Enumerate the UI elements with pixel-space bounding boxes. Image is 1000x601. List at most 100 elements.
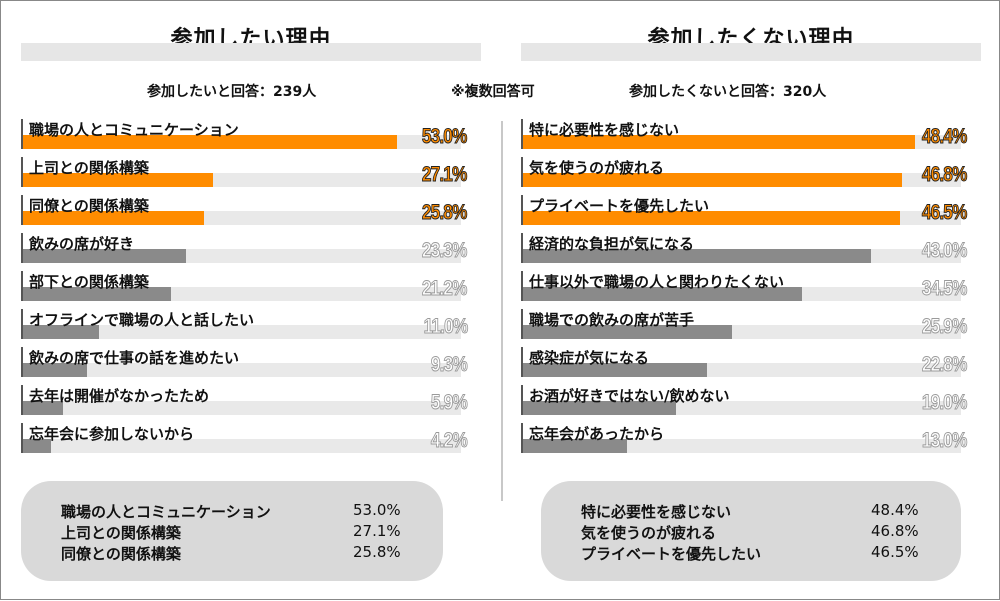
category-label: 気を使うのが疲れる — [529, 159, 665, 177]
category-label: 感染症が気になる — [529, 349, 650, 367]
category-label: 去年は開催がなかったため — [29, 387, 210, 405]
data-label: 25.9% — [922, 315, 968, 339]
bar-tick — [21, 195, 23, 225]
bar-row: 職場での飲みの席が苦手 25.9% — [521, 305, 981, 343]
category-label: 経済的な負担が気になる — [529, 235, 695, 253]
bar-list: 特に必要性を感じない 48.4% 気を使うのが疲れる 46.8% プライベートを優先した… — [521, 115, 981, 457]
bar — [21, 363, 87, 377]
panel-divider — [501, 121, 503, 501]
bar-tick — [21, 157, 23, 187]
data-label: 27.1% — [422, 163, 468, 187]
category-label: 職場の人とコミュニケーション — [29, 121, 239, 139]
summary-value: 27.1% — [353, 522, 401, 540]
bar-tick — [521, 385, 523, 415]
category-label: 同僚との関係構築 — [29, 197, 149, 215]
summary-label: プライベートを優先したい — [581, 545, 762, 563]
respondent-count: 参加したいと回答：239人 — [147, 84, 317, 100]
summary-label: 特に必要性を感じない — [581, 503, 732, 521]
data-label: 4.2% — [431, 429, 469, 453]
panel-not-want: 参加したくない理由 参加したくないと回答：320人 特に必要性を感じない 48.4… — [521, 1, 981, 601]
bar-tick — [521, 195, 523, 225]
multiple-answer-note: ※複数回答可 — [451, 84, 535, 100]
bar — [521, 135, 915, 149]
bar-track — [21, 401, 461, 415]
category-label: 特に必要性を感じない — [529, 121, 680, 139]
title-underline — [521, 43, 981, 61]
respondent-count: 参加したくないと回答：320人 — [629, 84, 827, 100]
data-label: 46.5% — [922, 201, 968, 225]
bar-row: 感染症が気になる 22.8% — [521, 343, 981, 381]
bar-row: 飲みの席が好き 23.3% — [21, 229, 481, 267]
bar — [521, 287, 802, 301]
bar-row: 特に必要性を感じない 48.4% — [521, 115, 981, 153]
bar — [21, 211, 204, 225]
bar-tick — [21, 233, 23, 263]
bar-row: 忘年会があったから 13.0% — [521, 419, 981, 457]
category-label: 忘年会があったから — [529, 425, 665, 443]
category-label: 仕事以外で職場の人と関わりたくない — [529, 273, 785, 291]
bar-tick — [521, 423, 523, 453]
bar-tick — [521, 157, 523, 187]
data-label: 13.0% — [922, 429, 968, 453]
bar-tick — [521, 233, 523, 263]
top3-summary-box: 特に必要性を感じない 48.4% 気を使うのが疲れる 46.8% プライベートを… — [541, 481, 961, 581]
bar — [521, 211, 900, 225]
data-label: 23.3% — [422, 239, 468, 263]
data-label: 34.5% — [922, 277, 968, 301]
summary-label: 職場の人とコミュニケーション — [61, 503, 271, 521]
bar-row: 同僚との関係構築 25.8% — [21, 191, 481, 229]
bar-row: オフラインで職場の人と話したい 11.0% — [21, 305, 481, 343]
data-label: 22.8% — [922, 353, 968, 377]
category-label: 部下との関係構築 — [29, 273, 149, 291]
bar-tick — [21, 385, 23, 415]
category-label: 忘年会に参加しないから — [29, 425, 195, 443]
bar-row: 職場の人とコミュニケーション 53.0% — [21, 115, 481, 153]
data-label: 21.2% — [422, 277, 468, 301]
bar-tick — [21, 309, 23, 339]
category-label: 飲みの席で仕事の話を進めたい — [29, 349, 240, 367]
bar — [521, 173, 902, 187]
bar-row: 去年は開催がなかったため 5.9% — [21, 381, 481, 419]
bar — [521, 401, 676, 415]
bar-list: 職場の人とコミュニケーション 53.0% 上司との関係構築 27.1% 同僚との関係構築… — [21, 115, 481, 457]
bar-row: 飲みの席で仕事の話を進めたい 9.3% — [21, 343, 481, 381]
data-label: 9.3% — [431, 353, 469, 377]
bar — [21, 249, 186, 263]
category-label: オフラインで職場の人と話したい — [29, 311, 255, 329]
bar-row: 仕事以外で職場の人と関わりたくない 34.5% — [521, 267, 981, 305]
category-label: お酒が好きではない/飲めない — [529, 387, 730, 405]
bar — [21, 325, 99, 339]
summary-value: 46.8% — [871, 522, 919, 540]
bar-tick — [521, 119, 523, 149]
data-label: 25.8% — [422, 201, 468, 225]
bar-tick — [21, 271, 23, 301]
bar-row: 上司との関係構築 27.1% — [21, 153, 481, 191]
data-label: 48.4% — [922, 125, 968, 149]
data-label: 19.0% — [922, 391, 968, 415]
bar-tick — [521, 347, 523, 377]
data-label: 53.0% — [422, 125, 468, 149]
bar-row: 部下との関係構築 21.2% — [21, 267, 481, 305]
bar-track — [21, 363, 461, 377]
bar — [21, 401, 63, 415]
bar — [21, 173, 213, 187]
bar-tick — [21, 119, 23, 149]
bar-tick — [21, 347, 23, 377]
summary-value: 25.8% — [353, 543, 401, 561]
bar — [521, 325, 732, 339]
bar-tick — [21, 423, 23, 453]
data-label: 11.0% — [423, 315, 468, 339]
summary-label: 上司との関係構築 — [61, 524, 181, 542]
bar — [521, 439, 627, 453]
bar-tick — [521, 271, 523, 301]
bar — [21, 439, 51, 453]
bar — [521, 249, 871, 263]
bar-track — [21, 439, 461, 453]
category-label: 飲みの席が好き — [29, 235, 135, 253]
bar-track — [21, 325, 461, 339]
category-label: 職場での飲みの席が苦手 — [529, 311, 695, 329]
summary-label: 気を使うのが疲れる — [581, 524, 717, 542]
bar-row: 経済的な負担が気になる 43.0% — [521, 229, 981, 267]
summary-label: 同僚との関係構築 — [61, 545, 181, 563]
